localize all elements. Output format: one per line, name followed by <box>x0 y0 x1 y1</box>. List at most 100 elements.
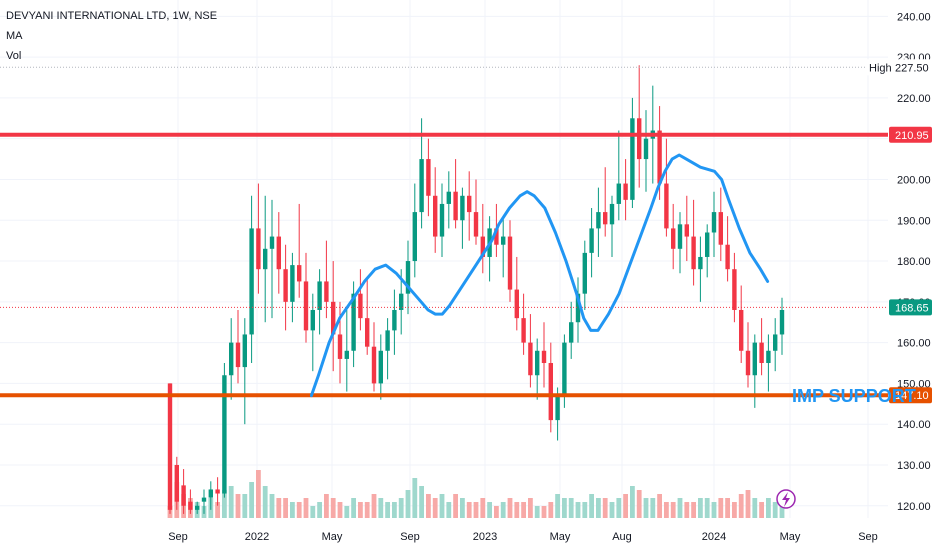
ma-line <box>309 153 770 398</box>
volume-bar <box>698 498 703 518</box>
volume-bar <box>684 502 690 518</box>
volume-bar <box>453 494 458 518</box>
candle-body <box>684 224 689 237</box>
candle-body <box>358 293 363 319</box>
y-axis[interactable]: 240.00230.00220.00210.00200.00190.00180.… <box>897 11 931 512</box>
volume-bar <box>596 498 601 518</box>
candle-body <box>412 212 417 262</box>
candle-body <box>752 342 757 376</box>
volume-bar <box>494 506 499 518</box>
volume-bar <box>562 498 567 518</box>
candle-body <box>473 212 479 237</box>
candle-body <box>378 350 383 384</box>
candle-body <box>603 212 608 225</box>
y-tick-label: 120.00 <box>897 501 931 513</box>
ma-indicator-label[interactable]: MA <box>6 30 23 42</box>
volume-bar <box>575 502 581 518</box>
volume-bar <box>480 498 486 518</box>
candle-body <box>467 195 472 213</box>
volume-bar <box>283 498 288 518</box>
volume-bar <box>473 502 479 518</box>
volume-bar <box>623 494 628 518</box>
volume-bar <box>582 502 588 518</box>
volume-bar <box>432 498 438 518</box>
volume-bar <box>732 502 737 518</box>
candle-body <box>569 322 574 343</box>
price-tag-bg <box>889 126 932 143</box>
candle-body <box>507 236 513 290</box>
candle-body <box>732 269 737 310</box>
volume-bar <box>759 502 764 518</box>
candle-body <box>310 309 315 331</box>
candle-body <box>419 159 424 213</box>
candle-body <box>657 130 662 184</box>
volume-bar <box>262 486 268 518</box>
volume-bar <box>643 498 649 518</box>
volume-bar <box>249 482 254 518</box>
candle-body <box>664 183 669 229</box>
x-tick-label: 2022 <box>245 531 269 543</box>
volume-bar <box>630 486 635 518</box>
price-tag: 168.65 <box>889 299 932 316</box>
y-tick-label: 140.00 <box>897 419 931 431</box>
volume-bar <box>317 502 322 518</box>
horizontal-levels[interactable] <box>0 66 888 398</box>
volume-bar <box>772 502 778 518</box>
candle-body <box>589 228 594 253</box>
price-tag-bg <box>889 299 932 316</box>
volume-bar <box>351 498 356 518</box>
candle-body <box>501 236 506 245</box>
candle-body <box>623 183 628 200</box>
price-tag-text: 227.50 <box>895 62 929 74</box>
candle-body <box>324 281 329 302</box>
candle-body <box>317 281 322 310</box>
candle-body <box>528 342 533 376</box>
y-tick-label: 240.00 <box>897 11 931 23</box>
candle-body <box>188 501 193 510</box>
y-tick-label: 130.00 <box>897 460 931 472</box>
lightning-icon[interactable] <box>776 489 796 509</box>
candle-body <box>725 244 730 270</box>
volume-bar <box>691 502 696 518</box>
candle-body <box>222 375 227 494</box>
volume-bar <box>738 494 744 518</box>
candle-body <box>779 309 785 335</box>
volume-bar <box>500 502 506 518</box>
price-tag-bg <box>889 387 932 404</box>
candle-body <box>426 159 431 196</box>
candle-body <box>269 236 275 249</box>
candle-body <box>596 212 601 229</box>
volume-bar <box>222 490 227 518</box>
volume-bar <box>677 498 683 518</box>
volume-bar <box>514 502 520 518</box>
x-axis[interactable]: Sep 2022 May Sep 2023 May Aug 2024 May Sep <box>168 531 878 543</box>
candle-body <box>711 212 717 233</box>
volume-bar <box>752 498 758 518</box>
volume-bar <box>330 498 336 518</box>
volume-bar <box>256 470 261 518</box>
candle-body <box>392 309 397 331</box>
candle-body <box>371 346 377 384</box>
volume-bar <box>460 498 465 518</box>
candle-body <box>562 342 567 396</box>
volume-bar <box>228 486 234 518</box>
volume-bar <box>344 506 350 518</box>
candle-body <box>453 191 458 221</box>
x-tick-label: Sep <box>168 531 188 543</box>
candle-body <box>494 228 499 245</box>
volume-bar <box>446 502 452 518</box>
candle-body <box>331 301 336 335</box>
x-tick-label: Sep <box>858 531 878 543</box>
candle-body <box>229 342 234 376</box>
candle-body <box>759 342 764 364</box>
y-tick-label: 160.00 <box>897 338 931 350</box>
candle-body <box>766 350 771 364</box>
volume-indicator-label[interactable]: Vol <box>6 50 22 62</box>
candle-body <box>630 118 635 200</box>
candle-body <box>201 497 207 502</box>
y-tick-label: 180.00 <box>897 256 931 268</box>
volume-bar <box>439 494 445 518</box>
volume-bar <box>303 498 309 518</box>
